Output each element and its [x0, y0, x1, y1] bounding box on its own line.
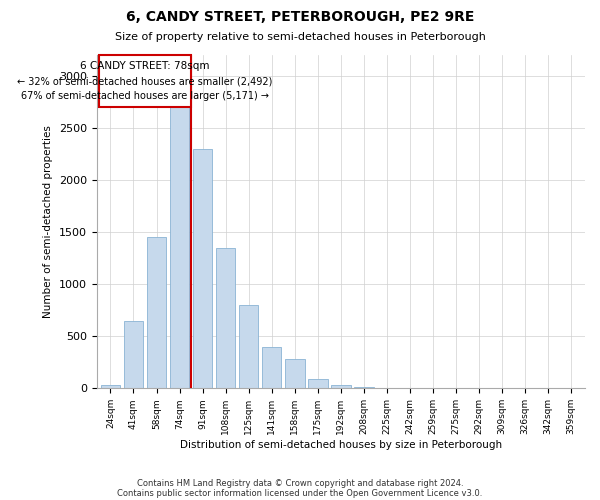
Bar [170, 78, 190, 388]
Text: 6, CANDY STREET, PETERBOROUGH, PE2 9RE: 6, CANDY STREET, PETERBOROUGH, PE2 9RE [126, 10, 474, 24]
Text: 6 CANDY STREET: 78sqm: 6 CANDY STREET: 78sqm [80, 62, 210, 72]
Text: 67% of semi-detached houses are larger (5,171) →: 67% of semi-detached houses are larger (… [21, 91, 269, 101]
Text: Contains HM Land Registry data © Crown copyright and database right 2024.: Contains HM Land Registry data © Crown c… [137, 478, 463, 488]
Text: Size of property relative to semi-detached houses in Peterborough: Size of property relative to semi-detach… [115, 32, 485, 42]
Bar [124, 320, 143, 388]
FancyBboxPatch shape [99, 55, 191, 106]
Bar [262, 346, 281, 389]
Bar [354, 387, 374, 388]
Bar [101, 385, 120, 388]
Y-axis label: Number of semi-detached properties: Number of semi-detached properties [43, 125, 53, 318]
Bar [147, 238, 166, 388]
Text: ← 32% of semi-detached houses are smaller (2,492): ← 32% of semi-detached houses are smalle… [17, 76, 272, 86]
Bar [308, 379, 328, 388]
Text: Contains public sector information licensed under the Open Government Licence v3: Contains public sector information licen… [118, 488, 482, 498]
Bar [216, 248, 235, 388]
Bar [331, 385, 350, 388]
Bar [193, 149, 212, 388]
Bar [239, 305, 259, 388]
Bar [285, 359, 305, 388]
X-axis label: Distribution of semi-detached houses by size in Peterborough: Distribution of semi-detached houses by … [180, 440, 502, 450]
